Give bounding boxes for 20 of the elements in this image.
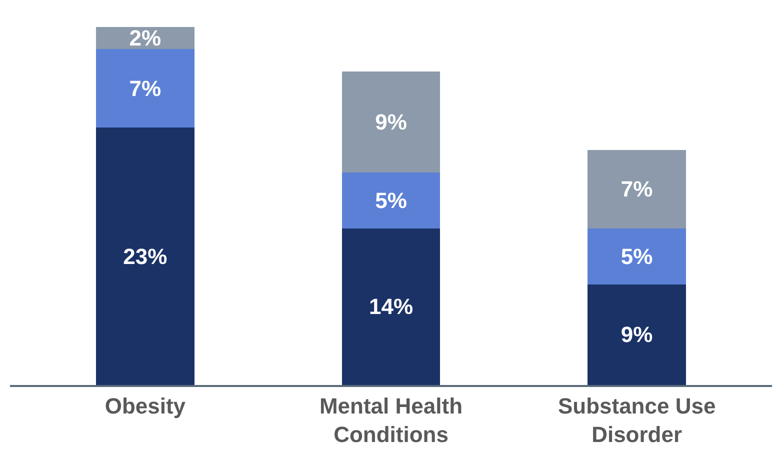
x-tick-label: Substance Use Disorder [558,393,716,447]
bar [342,72,440,172]
bar [342,228,440,385]
bar [588,228,686,284]
data-label: 5% [375,188,407,213]
x-tick-label: Obesity [104,393,186,418]
data-label: 9% [620,322,653,348]
data-label: 7% [129,76,162,101]
data-label: 5% [620,244,653,269]
bar [588,284,686,385]
bar [588,150,686,228]
x-tick-label: Mental Health Conditions [319,393,463,447]
data-label: 7% [620,176,653,202]
data-label: 14% [368,294,414,320]
bar [96,49,194,128]
data-label: 2% [129,26,162,51]
data-label: 23% [123,244,168,269]
bar [96,128,194,385]
bar [342,172,440,228]
data-label: 9% [375,109,407,134]
